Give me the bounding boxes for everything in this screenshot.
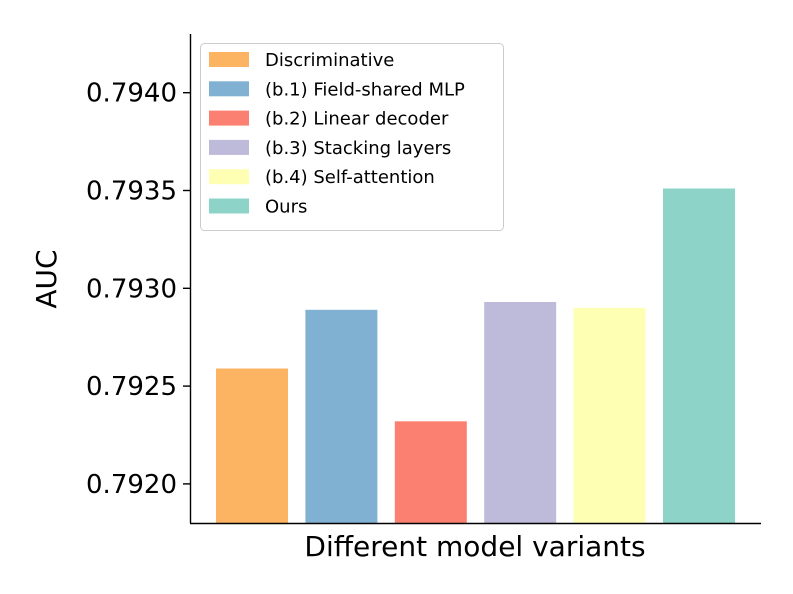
legend-frame <box>200 43 504 231</box>
legend-label-1: Discriminative <box>265 50 394 71</box>
legend-swatch-2 <box>209 81 249 97</box>
x-axis-label: Different model variants <box>304 530 645 563</box>
bar-2 <box>305 309 378 523</box>
y-tick-label: 0.7935 <box>86 177 177 207</box>
bars-group <box>216 188 735 523</box>
legend-label-3: (b.2) Linear decoder <box>265 109 449 130</box>
axes-group <box>189 34 761 525</box>
bar-6 <box>663 188 735 523</box>
bar-1 <box>216 368 288 523</box>
legend-label-6: Ours <box>265 197 307 218</box>
y-tick-label: 0.7930 <box>86 274 177 304</box>
legend-swatch-4 <box>209 139 249 155</box>
legend: Discriminative (b.1) Field-shared MLP (b.2… <box>200 43 504 231</box>
y-axis-label: AUC <box>30 249 63 308</box>
legend-swatch-5 <box>209 169 249 185</box>
legend-swatch-1 <box>209 52 249 67</box>
bar-4 <box>484 302 557 523</box>
y-tick-label: 0.7940 <box>86 79 177 109</box>
y-tick-label: 0.7920 <box>86 470 177 500</box>
y-ticks-group: 0.7920 0.7925 0.7930 0.7935 0.7940 <box>86 79 190 500</box>
legend-label-5: (b.4) Self-attention <box>265 167 435 188</box>
legend-swatch-3 <box>209 110 249 126</box>
legend-label-2: (b.1) Field-shared MLP <box>265 79 465 100</box>
legend-label-4: (b.3) Stacking layers <box>265 138 451 159</box>
y-tick-label: 0.7925 <box>86 372 177 402</box>
bar-3 <box>394 421 467 523</box>
bar-5 <box>573 307 646 523</box>
legend-swatch-6 <box>209 198 249 214</box>
